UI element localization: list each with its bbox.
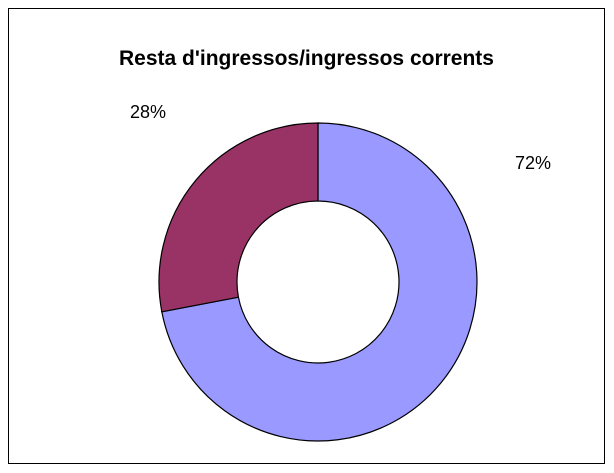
donut-slice-1: [161, 122, 478, 442]
slice-label-1: 72%: [515, 153, 551, 173]
slice-labels: 72% 28%: [130, 102, 551, 173]
donut-slice-2: [158, 122, 319, 313]
chart-title: Resta d'ingressos/ingressos corrents: [119, 47, 494, 70]
slice-label-2: 28%: [130, 102, 166, 122]
donut-slices: [158, 122, 478, 442]
